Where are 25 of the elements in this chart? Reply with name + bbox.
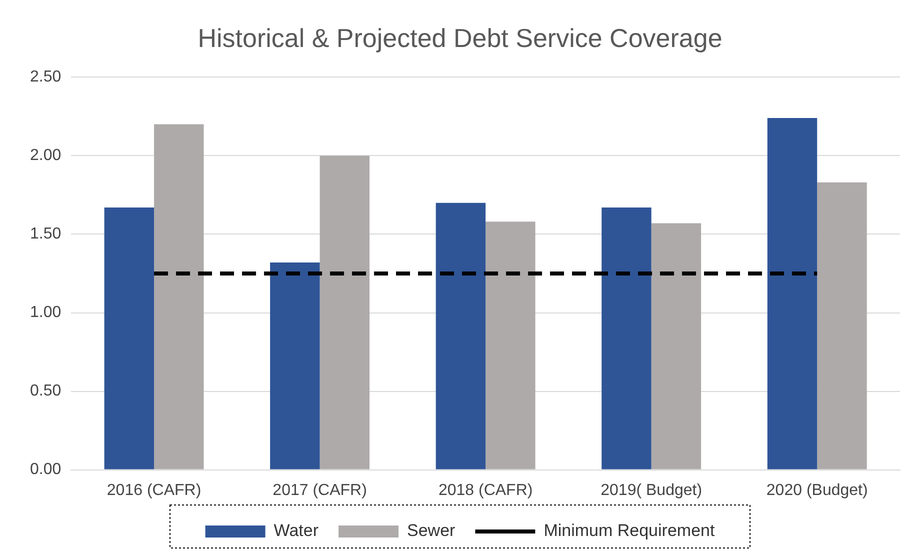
y-tick-label: 1.00 [30,304,62,322]
legend-label: Minimum Requirement [544,521,715,540]
bar [436,202,486,470]
bar [104,208,154,470]
legend-label: Water [274,521,319,540]
bar [486,222,536,470]
bar [320,156,370,470]
legend-label: Sewer [407,521,456,540]
x-tick-label: 2016 (CAFR) [106,482,202,499]
bar [817,182,867,470]
bar [767,118,818,470]
x-tick-label: 2020 (Budget) [766,482,868,499]
bar [154,124,204,470]
x-tick-label: 2017 (CAFR) [272,482,367,499]
y-tick-label: 0.00 [30,461,62,478]
y-tick-label: 0.50 [30,382,62,400]
y-tick-label: 2.50 [30,68,62,86]
bar [651,223,702,470]
y-tick-label: 2.00 [30,147,62,164]
chart-title: Historical & Projected Debt Service Coverage [198,22,722,53]
bar [270,262,320,470]
bar [602,208,652,470]
x-tick-label: 2018 (CAFR) [438,482,533,499]
y-tick-label: 1.50 [30,226,62,243]
x-tick-label: 2019( Budget) [600,482,702,499]
